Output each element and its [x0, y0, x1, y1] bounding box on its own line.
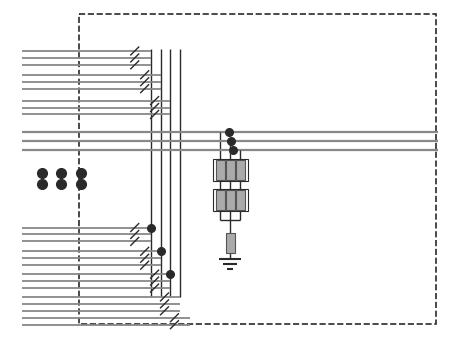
Bar: [226, 234, 235, 253]
Bar: [226, 160, 235, 180]
Bar: [79, 14, 436, 324]
Bar: [213, 159, 248, 181]
Bar: [236, 160, 245, 180]
Bar: [216, 160, 225, 180]
Bar: [226, 190, 235, 210]
Bar: [213, 189, 248, 211]
Bar: [236, 190, 245, 210]
Bar: [216, 190, 225, 210]
